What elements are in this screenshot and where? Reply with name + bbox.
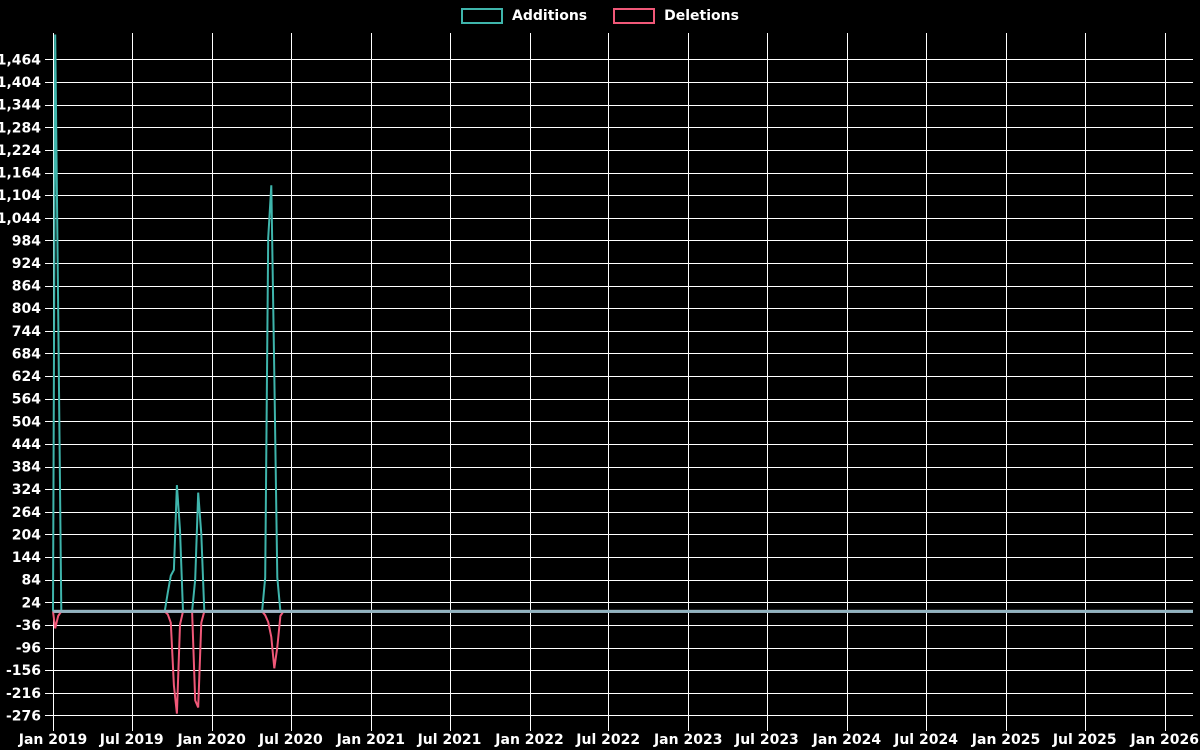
legend-item-additions[interactable]: Additions [461, 8, 587, 24]
x-tick-label: Jan 2026 [1130, 732, 1199, 748]
legend-swatch-additions [461, 8, 504, 24]
y-tick-label: 1,104 [0, 188, 41, 204]
legend-item-deletions[interactable]: Deletions [613, 8, 739, 24]
x-tick-label: Jul 2019 [99, 732, 164, 748]
y-tick-label: 204 [12, 527, 41, 543]
x-tick-label: Jan 2020 [176, 732, 246, 748]
y-tick-label: 804 [12, 301, 41, 317]
y-tick-label: 1,164 [0, 166, 41, 182]
y-tick-label: -216 [6, 686, 41, 702]
y-tick-label: 1,284 [0, 120, 41, 136]
x-tick-label: Jan 2024 [812, 732, 882, 748]
y-tick-label: 984 [12, 233, 41, 249]
y-tick-label: 744 [12, 324, 41, 340]
y-tick-label: 444 [12, 437, 41, 453]
additions-line [52, 34, 1193, 613]
y-tick-label: 264 [12, 505, 41, 521]
y-tick-label: 1,224 [0, 143, 41, 159]
y-tick-label: 864 [12, 279, 41, 295]
y-tick-label: 624 [12, 369, 41, 385]
y-tick-label: 84 [22, 573, 42, 589]
y-tick-label: 144 [12, 550, 41, 566]
y-tick-label: 1,404 [0, 75, 41, 91]
x-tick-label: Jul 2020 [258, 732, 323, 748]
legend-label: Deletions [664, 8, 739, 24]
y-tick-label: -276 [6, 708, 41, 724]
x-tick-label: Jan 2022 [494, 732, 563, 748]
x-tick-label: Jan 2021 [336, 732, 405, 748]
y-tick-label: 324 [12, 482, 41, 498]
y-tick-label: -156 [6, 663, 41, 679]
y-tick-label: 564 [12, 392, 41, 408]
y-tick-label: 924 [12, 256, 41, 272]
legend-swatch-deletions [613, 8, 656, 24]
grid [45, 33, 1193, 731]
legend-label: Additions [512, 8, 588, 24]
x-tick-label: Jul 2023 [734, 732, 799, 748]
y-tick-label: 1,044 [0, 211, 41, 227]
y-tick-label: 24 [22, 595, 42, 611]
y-tick-label: 384 [12, 460, 41, 476]
deletions-line [52, 610, 1193, 714]
x-tick-label: Jan 2023 [653, 732, 722, 748]
x-tick-label: Jan 2019 [18, 732, 87, 748]
y-tick-label: 1,344 [0, 98, 41, 114]
y-tick-label: 684 [12, 346, 41, 362]
x-tick-label: Jul 2025 [1052, 732, 1117, 748]
x-tick-label: Jul 2021 [417, 732, 482, 748]
x-tick-label: Jan 2025 [971, 732, 1040, 748]
y-tick-label: 504 [12, 414, 41, 430]
x-tick-label: Jul 2024 [893, 732, 958, 748]
y-tick-label: -96 [16, 641, 41, 657]
y-tick-label: 1,464 [0, 52, 41, 68]
chart-legend: Additions Deletions [0, 8, 1200, 24]
y-tick-label: -36 [16, 618, 41, 634]
x-tick-label: Jul 2022 [575, 732, 640, 748]
